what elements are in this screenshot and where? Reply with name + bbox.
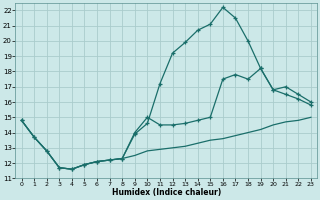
X-axis label: Humidex (Indice chaleur): Humidex (Indice chaleur) xyxy=(112,188,221,197)
